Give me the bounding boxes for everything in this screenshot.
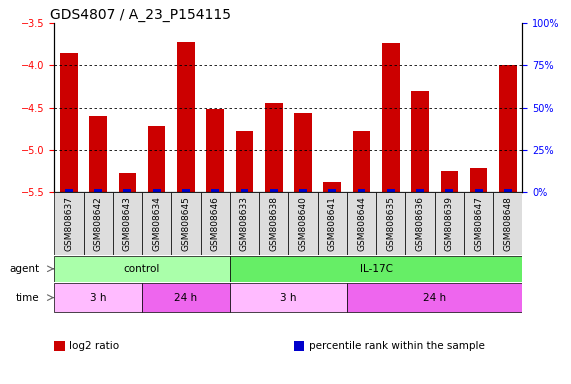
Text: GSM808640: GSM808640 [299,196,308,251]
FancyBboxPatch shape [83,192,113,255]
Text: GSM808633: GSM808633 [240,196,249,251]
Bar [328,189,336,192]
Text: GSM808642: GSM808642 [94,196,103,251]
FancyBboxPatch shape [200,192,230,255]
Bar [499,65,517,192]
Text: 24 h: 24 h [423,293,446,303]
FancyBboxPatch shape [347,192,376,255]
Bar [299,189,307,192]
FancyBboxPatch shape [435,192,464,255]
Text: 3 h: 3 h [280,293,296,303]
Text: GSM808634: GSM808634 [152,196,161,251]
Text: GDS4807 / A_23_P154115: GDS4807 / A_23_P154115 [50,8,231,22]
Bar [182,189,190,192]
Bar [236,131,254,192]
FancyBboxPatch shape [142,192,171,255]
Text: GSM808638: GSM808638 [269,196,278,251]
Bar [382,43,400,192]
FancyBboxPatch shape [259,192,288,255]
FancyBboxPatch shape [171,192,200,255]
Text: GSM808648: GSM808648 [503,196,512,251]
Text: GSM808646: GSM808646 [211,196,220,251]
FancyBboxPatch shape [230,283,347,312]
Bar [294,113,312,192]
Text: GSM808643: GSM808643 [123,196,132,251]
Bar [148,126,166,192]
FancyBboxPatch shape [464,192,493,255]
Text: agent: agent [10,264,39,274]
FancyBboxPatch shape [54,192,83,255]
Bar [65,189,73,192]
FancyBboxPatch shape [54,256,230,282]
Bar [152,189,160,192]
Bar [445,189,453,192]
Bar [323,182,341,192]
Bar [177,41,195,192]
Text: GSM808635: GSM808635 [386,196,395,251]
Text: GSM808647: GSM808647 [474,196,483,251]
Text: time: time [16,293,39,303]
Bar [470,168,488,192]
Text: IL-17C: IL-17C [360,264,393,274]
Bar [270,189,278,192]
Bar [211,189,219,192]
Bar [60,53,78,192]
FancyBboxPatch shape [493,192,522,255]
Text: 24 h: 24 h [174,293,198,303]
Bar [119,174,136,192]
Bar [240,189,248,192]
Text: 3 h: 3 h [90,293,106,303]
Text: GSM808641: GSM808641 [328,196,337,251]
FancyBboxPatch shape [317,192,347,255]
Text: log2 ratio: log2 ratio [69,341,119,351]
Bar [123,189,131,192]
Bar [94,189,102,192]
FancyBboxPatch shape [376,192,405,255]
Text: GSM808637: GSM808637 [65,196,74,251]
Bar [89,116,107,192]
Text: control: control [124,264,160,274]
Bar [475,189,482,192]
Bar [411,91,429,192]
Bar [387,189,395,192]
Bar [265,103,283,192]
FancyBboxPatch shape [142,283,230,312]
Bar [441,171,458,192]
FancyBboxPatch shape [230,192,259,255]
FancyBboxPatch shape [405,192,435,255]
Bar [504,189,512,192]
Text: percentile rank within the sample: percentile rank within the sample [309,341,485,351]
FancyBboxPatch shape [54,283,142,312]
FancyBboxPatch shape [230,256,522,282]
Text: GSM808639: GSM808639 [445,196,454,251]
Bar [357,189,365,192]
FancyBboxPatch shape [347,283,522,312]
FancyBboxPatch shape [113,192,142,255]
Text: GSM808636: GSM808636 [416,196,425,251]
Text: GSM808644: GSM808644 [357,196,366,251]
Bar [416,189,424,192]
Bar [353,131,370,192]
FancyBboxPatch shape [288,192,317,255]
Text: GSM808645: GSM808645 [182,196,191,251]
Bar [207,109,224,192]
